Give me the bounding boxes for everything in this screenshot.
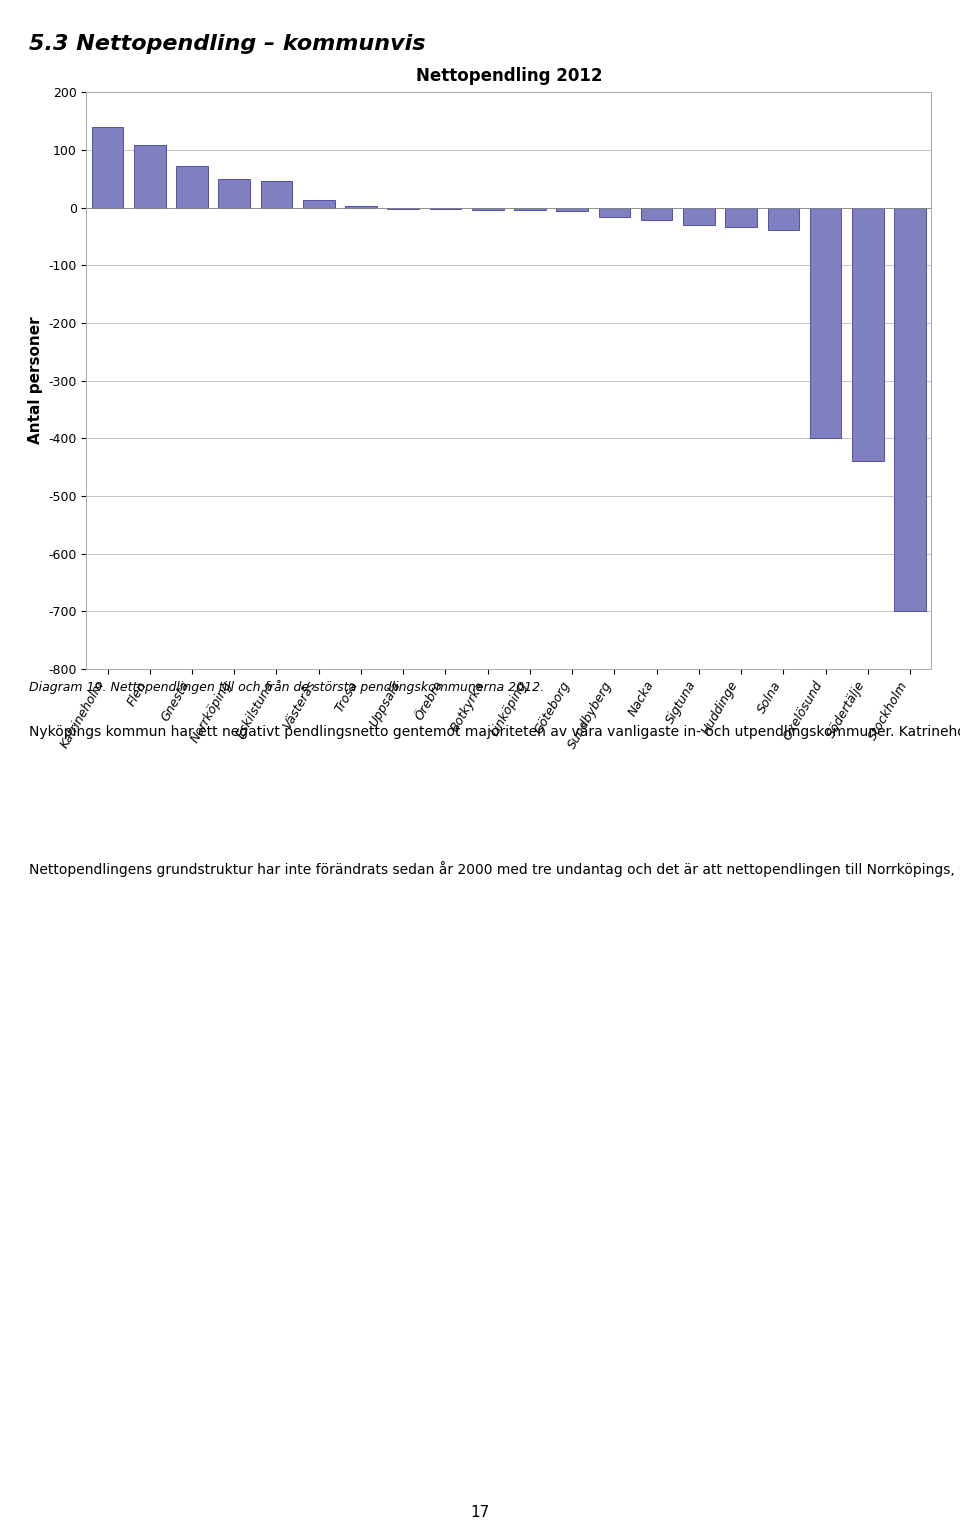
Bar bbox=[260, 180, 292, 208]
Bar bbox=[91, 128, 123, 208]
Bar bbox=[683, 208, 714, 225]
Bar bbox=[557, 208, 588, 211]
Bar bbox=[133, 146, 165, 208]
Bar bbox=[219, 178, 250, 208]
Text: Diagram 19. Nettopendlingen till och från de största pendlingskommunerna 2012.: Diagram 19. Nettopendlingen till och frå… bbox=[29, 680, 544, 694]
Text: 17: 17 bbox=[470, 1504, 490, 1520]
Bar bbox=[303, 200, 334, 208]
Bar bbox=[346, 206, 376, 208]
Text: Nyköpings kommun har ett negativt pendlingsnetto gentemot majoriteten av våra va: Nyköpings kommun har ett negativt pendli… bbox=[29, 723, 960, 738]
Y-axis label: Antal personer: Antal personer bbox=[28, 317, 42, 444]
Bar bbox=[515, 208, 545, 211]
Bar bbox=[852, 208, 883, 461]
Bar bbox=[177, 166, 207, 208]
Text: Nettopendlingens grundstruktur har inte förändrats sedan år 2000 med tre undanta: Nettopendlingens grundstruktur har inte … bbox=[29, 861, 960, 877]
Text: 5.3 Nettopendling – kommunvis: 5.3 Nettopendling – kommunvis bbox=[29, 34, 425, 54]
Bar bbox=[895, 208, 925, 612]
Bar bbox=[810, 208, 841, 438]
Bar bbox=[726, 208, 756, 226]
Bar bbox=[472, 208, 503, 211]
Bar bbox=[768, 208, 799, 229]
Bar bbox=[430, 208, 462, 209]
Title: Nettopendling 2012: Nettopendling 2012 bbox=[416, 68, 602, 85]
Bar bbox=[641, 208, 672, 220]
Bar bbox=[599, 208, 630, 217]
